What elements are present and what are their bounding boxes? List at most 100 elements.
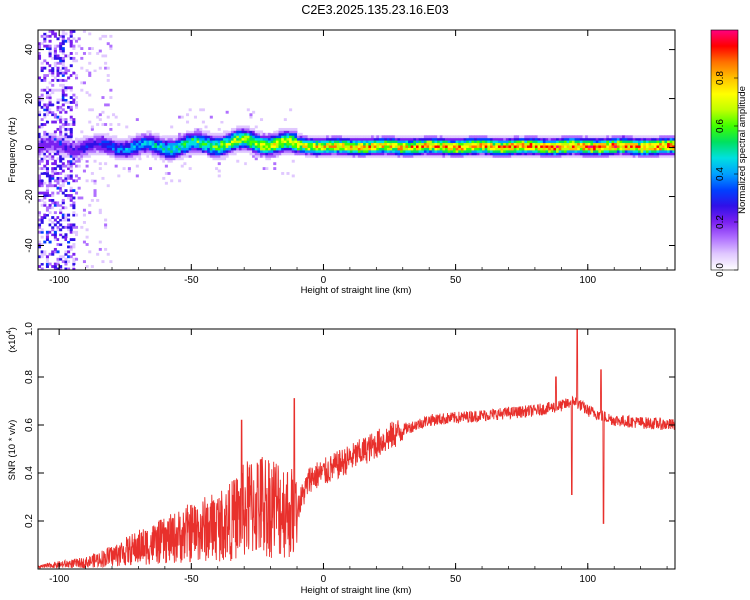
spectrogram-cell: [130, 142, 134, 146]
spectrogram-cell: [209, 140, 213, 144]
spectrogram-cell: [289, 130, 293, 134]
spectrogram-cell: [59, 152, 63, 156]
spectrogram-cell: [201, 150, 205, 153]
spectrogram-cell: [384, 150, 388, 153]
spectrogram-cell: [452, 137, 457, 141]
spectrogram-cell: [75, 103, 79, 107]
spectrogram-cell: [104, 135, 108, 139]
spectrogram-cell: [204, 125, 208, 129]
spectrogram-cell: [67, 86, 71, 90]
spectrogram-cell: [312, 135, 316, 139]
spectrogram-cell: [59, 49, 63, 53]
spectrogram-cell: [421, 145, 425, 148]
spectrogram-cell: [101, 34, 105, 38]
spectrogram-cell: [188, 108, 192, 112]
spectrogram-cell: [72, 225, 76, 229]
spectrogram-cell: [389, 142, 393, 146]
spectrogram-cell: [241, 145, 245, 148]
spectrogram-cell: [608, 150, 612, 153]
spectrogram-cell: [283, 118, 287, 122]
spectrogram-cell: [267, 154, 271, 158]
spectrogram-cell: [67, 194, 71, 197]
spectrogram-cell: [273, 154, 277, 158]
spectrogram-cell: [85, 150, 89, 153]
spectrogram-cell: [439, 145, 443, 148]
spectrogram-cell: [260, 140, 264, 144]
spectrogram-cell: [505, 137, 509, 141]
spectrogram-cell: [85, 228, 89, 232]
spectrogram-cell: [595, 147, 599, 151]
spectrogram-cell: [223, 140, 227, 144]
spectrogram-cell: [223, 142, 227, 146]
spectrogram-cell: [442, 142, 446, 146]
spectrogram-cell: [312, 145, 316, 148]
spectrogram-cell: [468, 152, 472, 156]
spectrogram-cell: [640, 150, 644, 153]
spectrogram-cell: [59, 108, 63, 112]
spectrogram-cell: [452, 142, 457, 146]
spectrogram-cell: [249, 142, 253, 146]
spectrogram-cell: [236, 137, 240, 141]
spectrogram-cell: [482, 152, 486, 156]
spectrogram-cell: [521, 142, 525, 146]
spectrogram-cell: [304, 142, 308, 146]
spectrogram-cell: [88, 61, 92, 65]
spectrogram-cell: [151, 137, 155, 141]
spectrogram-cell: [138, 150, 142, 153]
spectrogram-cell: [64, 66, 68, 70]
spectrogram-cell: [69, 245, 73, 249]
spectrogram-cell: [286, 137, 290, 141]
spectrogram-cell: [310, 145, 314, 148]
spectrogram-cell: [386, 140, 390, 144]
spectrogram-cell: [638, 137, 642, 141]
spectrogram-cell: [347, 150, 351, 153]
spectrogram-cell: [307, 140, 311, 144]
spectrogram-cell: [67, 228, 71, 232]
spectrogram-cell: [90, 140, 94, 144]
spectrogram-cell: [90, 132, 94, 136]
spectrogram-cell: [167, 137, 171, 141]
spectrogram-cell: [495, 145, 499, 148]
spectrogram-cell: [421, 152, 425, 156]
spectrogram-cell: [204, 135, 208, 139]
spectrogram-cell: [72, 118, 76, 122]
spectrogram-cell: [56, 257, 60, 261]
spectrogram-cell: [294, 145, 298, 148]
spectrogram-cell: [413, 147, 417, 151]
spectrogram-cell: [534, 150, 538, 153]
spectrogram-cell: [77, 255, 81, 259]
spectrogram-cell: [196, 137, 200, 141]
spectrogram-cell: [43, 115, 47, 119]
spectrogram-cell: [193, 137, 197, 141]
spectrogram-cell: [392, 142, 396, 146]
spectrogram-cell: [439, 154, 443, 158]
spectrogram-cell: [188, 140, 192, 144]
spectrogram-cell: [48, 101, 52, 104]
spectrogram-cell: [48, 39, 52, 43]
spectrogram-cell: [96, 130, 100, 134]
spectrogram-cell: [56, 262, 60, 266]
spectrogram-cell: [315, 150, 319, 153]
spectrogram-cell: [513, 137, 517, 141]
spectrogram-cell: [310, 152, 314, 156]
spectrogram-cell: [513, 142, 517, 146]
spectrogram-cell: [38, 179, 42, 183]
spectrogram-cell: [246, 125, 250, 129]
spectrogram-cell: [101, 127, 105, 131]
spectrogram-cell: [400, 145, 404, 148]
y-tick-label: 0.8: [24, 370, 35, 384]
spectrogram-cell: [312, 137, 316, 141]
spectrogram-cell: [252, 127, 256, 131]
spectrogram-cell: [402, 142, 406, 146]
spectrogram-cell: [389, 145, 393, 148]
spectrogram-cell: [217, 157, 221, 161]
spectrogram-cell: [80, 137, 84, 141]
spectrogram-cell: [38, 174, 42, 178]
spectrogram-cell: [220, 135, 224, 139]
spectrogram-cell: [511, 137, 515, 141]
spectrogram-cell: [394, 145, 398, 148]
spectrogram-cell: [109, 127, 113, 131]
spectrogram-cell: [431, 145, 435, 148]
spectrogram-cell: [397, 154, 401, 158]
spectrogram-cell: [495, 140, 499, 144]
